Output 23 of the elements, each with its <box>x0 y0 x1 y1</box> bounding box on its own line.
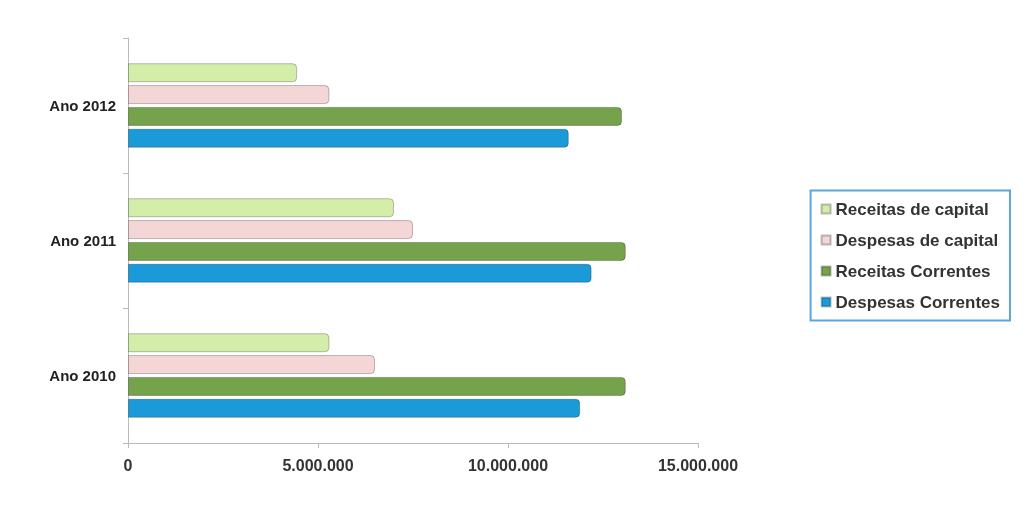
bar <box>128 85 330 105</box>
legend-label: Receitas de capital <box>835 199 989 219</box>
bar <box>128 376 626 396</box>
legend-label: Despesas de capital <box>835 230 999 250</box>
bar <box>128 63 298 83</box>
bar <box>128 398 581 418</box>
y-tick-label: Ano 2010 <box>49 367 116 384</box>
bar <box>128 333 330 353</box>
bar <box>128 198 394 218</box>
y-tick-label: Ano 2011 <box>50 232 116 249</box>
x-tick-label: 10.000.000 <box>467 456 549 474</box>
bar <box>128 106 622 126</box>
bar <box>128 241 626 261</box>
bar <box>128 355 375 375</box>
x-tick-label: 0 <box>123 456 133 474</box>
y-tick-label: Ano 2012 <box>49 97 116 114</box>
x-tick-label: 15.000.000 <box>657 456 739 474</box>
bar <box>128 220 413 240</box>
bar <box>128 128 569 148</box>
legend-label: Receitas Correntes <box>835 261 991 281</box>
bar <box>128 263 592 283</box>
legend-label: Despesas Correntes <box>835 292 1001 312</box>
x-tick-label: 5.000.000 <box>282 456 354 474</box>
